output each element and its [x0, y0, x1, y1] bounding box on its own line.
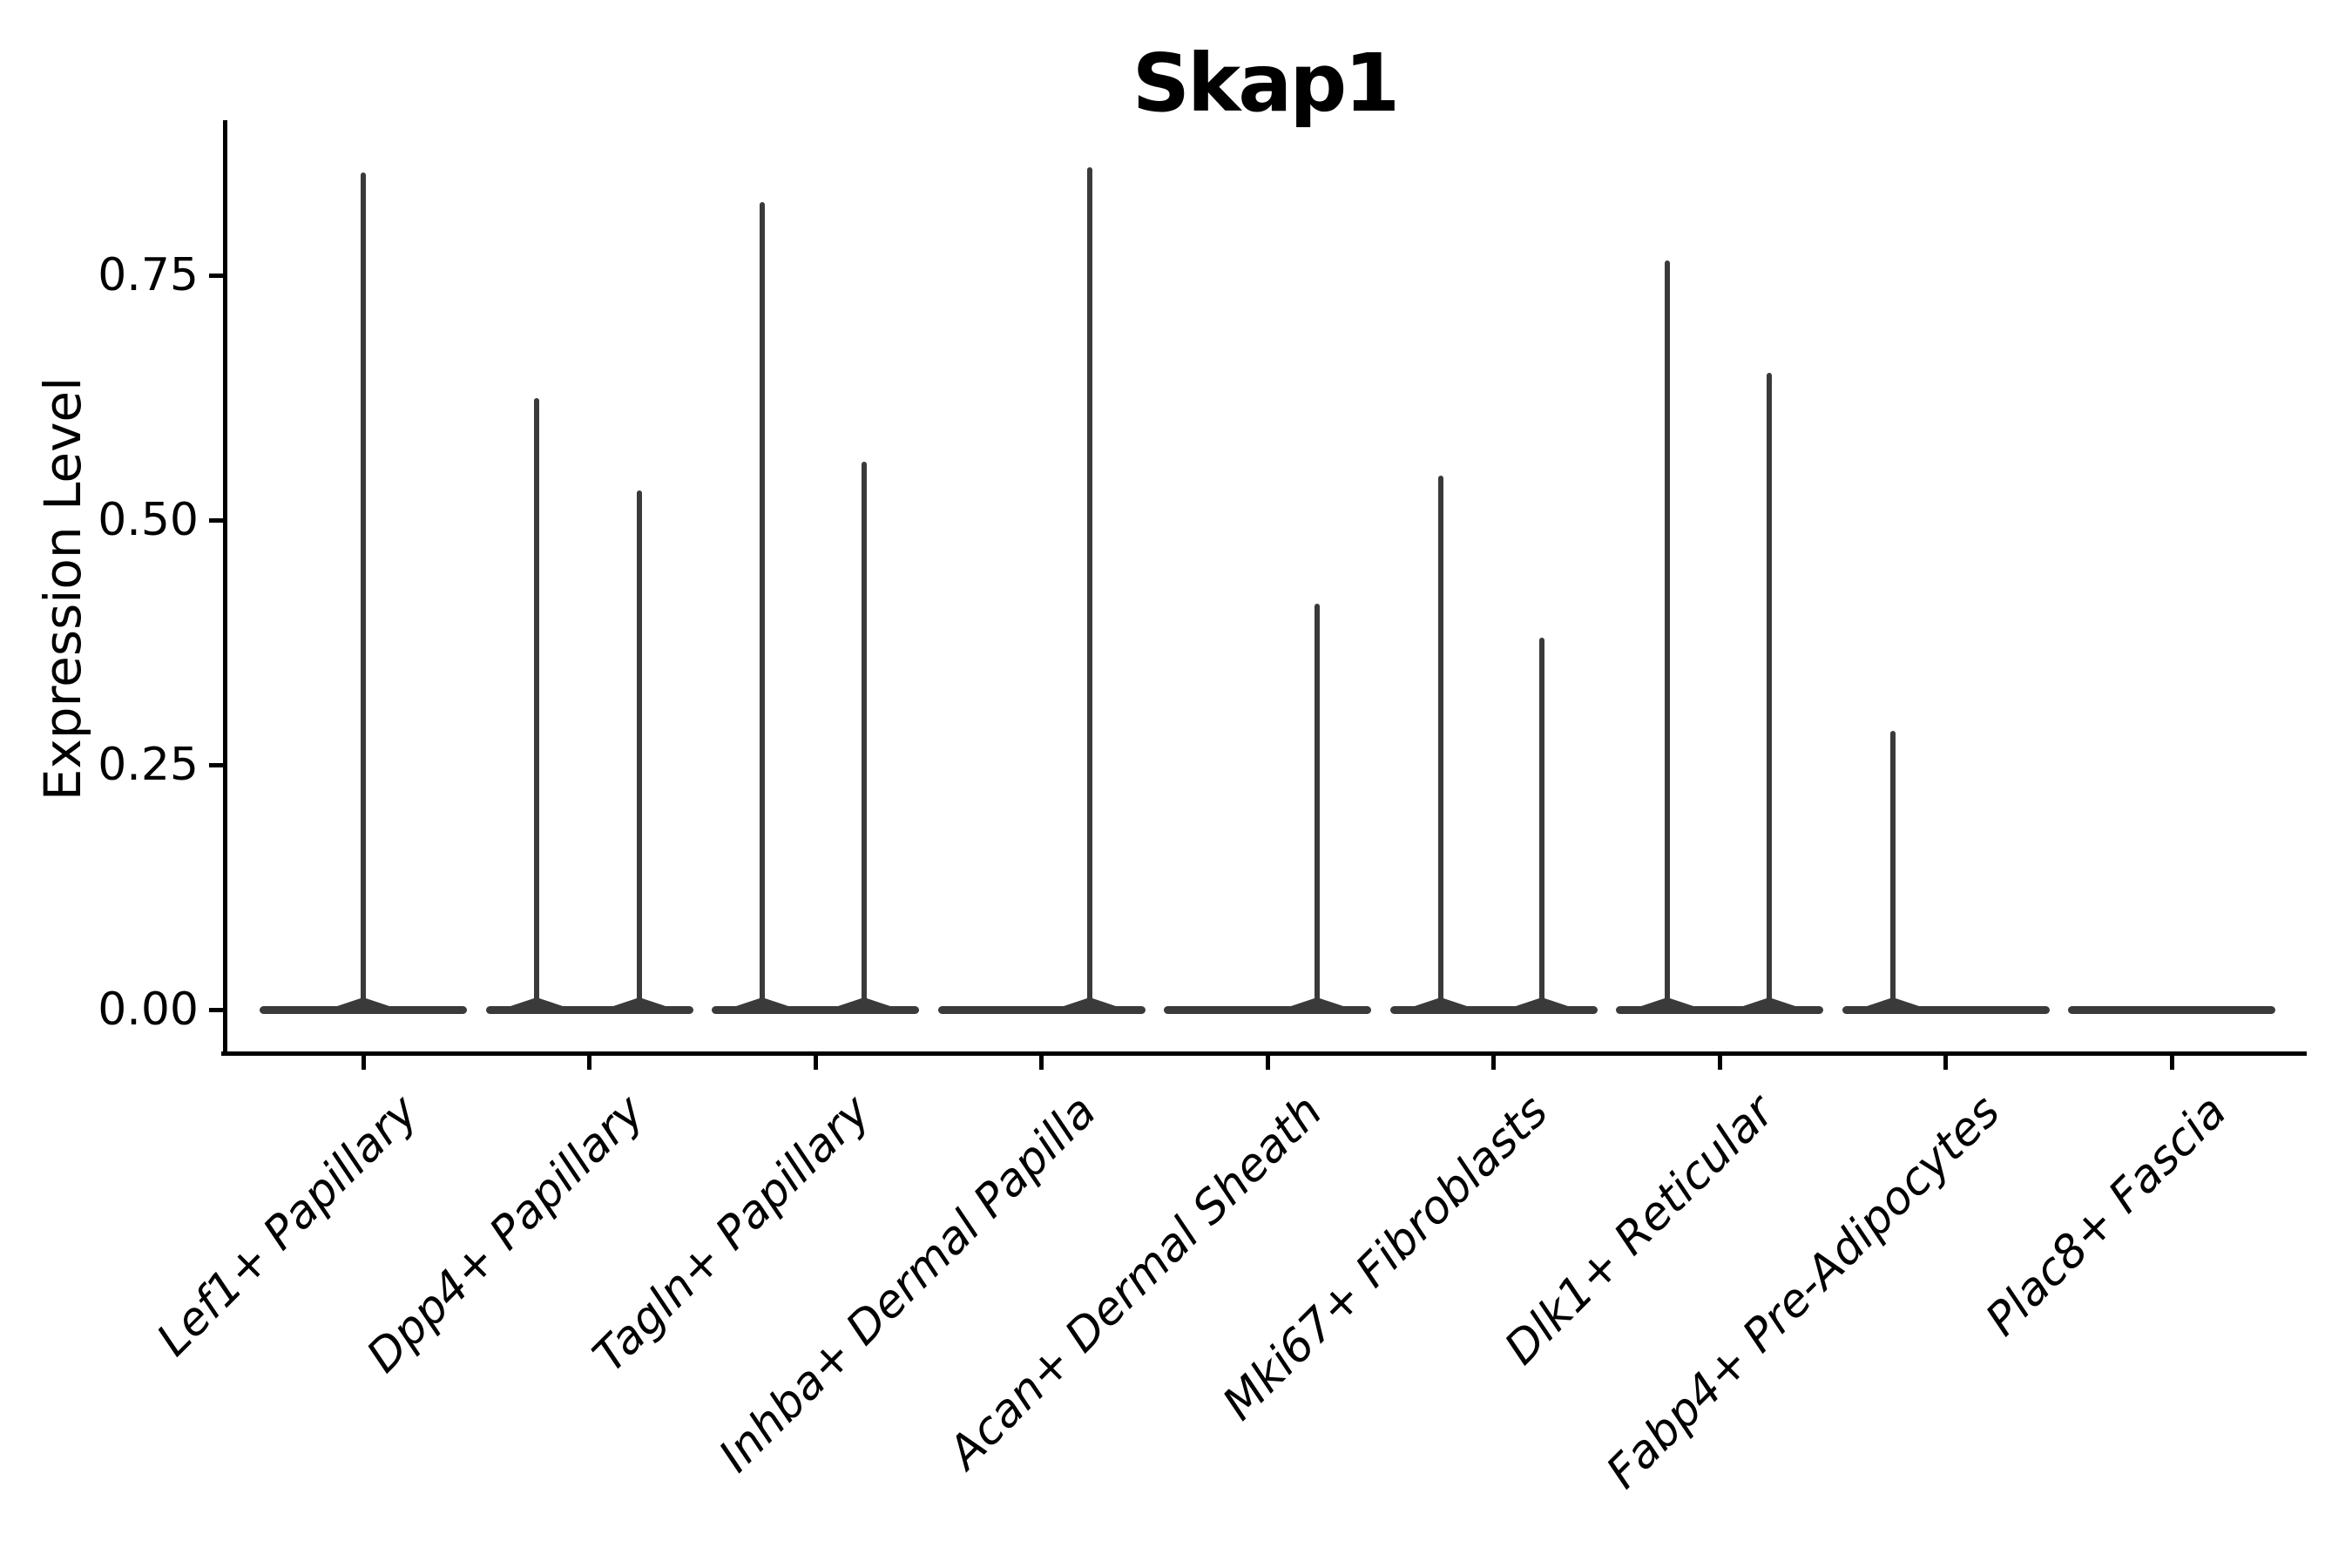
violin-spike [636, 490, 642, 1012]
violin-zero-bar [1164, 1005, 1371, 1014]
violin-spike [760, 201, 766, 1012]
violin-spike [861, 461, 867, 1012]
x-tick-label: Acan+ Dermal Sheath [938, 1085, 1333, 1479]
y-tick-label: 0.50 [98, 494, 199, 546]
y-tick [209, 762, 223, 767]
x-tick [1943, 1056, 1948, 1070]
violin-zero-bar [937, 1005, 1146, 1014]
violin-zero-bar [485, 1005, 693, 1014]
y-tick-label: 0.25 [98, 739, 199, 791]
violin-spike [1087, 167, 1093, 1012]
y-axis-label: Expression Level [33, 376, 92, 801]
violin-zero-bar [1616, 1005, 1823, 1014]
violin-zero-bar [1389, 1005, 1598, 1014]
y-tick-label: 0.00 [98, 983, 199, 1036]
y-tick [209, 517, 223, 523]
y-tick [209, 1007, 223, 1012]
x-tick [587, 1056, 591, 1070]
y-axis-spine [223, 120, 227, 1056]
violin-spike [1539, 637, 1545, 1012]
violin-spike [1889, 730, 1896, 1012]
violin-spike [533, 397, 539, 1012]
x-tick-label: Inhba+ Dermal Papilla [709, 1085, 1106, 1483]
x-tick [813, 1056, 818, 1070]
x-axis-spine [221, 1051, 2307, 1056]
x-tick [2169, 1056, 2174, 1070]
y-tick [209, 273, 223, 278]
x-tick [361, 1056, 366, 1070]
violin-spike [1437, 476, 1443, 1012]
x-tick [1491, 1056, 1496, 1070]
violin-zero-bar [712, 1005, 919, 1014]
violin-spike [1315, 603, 1321, 1012]
y-tick-label: 0.75 [98, 249, 199, 301]
x-tick-label: Fabp4+ Pre-Adipocytes [1597, 1085, 2011, 1499]
violin-zero-bar [2068, 1005, 2275, 1014]
violin-spike [1767, 373, 1773, 1012]
x-tick [1265, 1056, 1270, 1070]
x-tick [1717, 1056, 1722, 1070]
x-tick [1039, 1056, 1044, 1070]
violin-zero-bar [1842, 1005, 2050, 1014]
plot-title: Skap1 [1132, 37, 1400, 130]
x-tick-label: Plac8+ Fascia [1976, 1085, 2237, 1347]
violin-spike [1665, 260, 1671, 1012]
violin-spike [361, 172, 366, 1012]
